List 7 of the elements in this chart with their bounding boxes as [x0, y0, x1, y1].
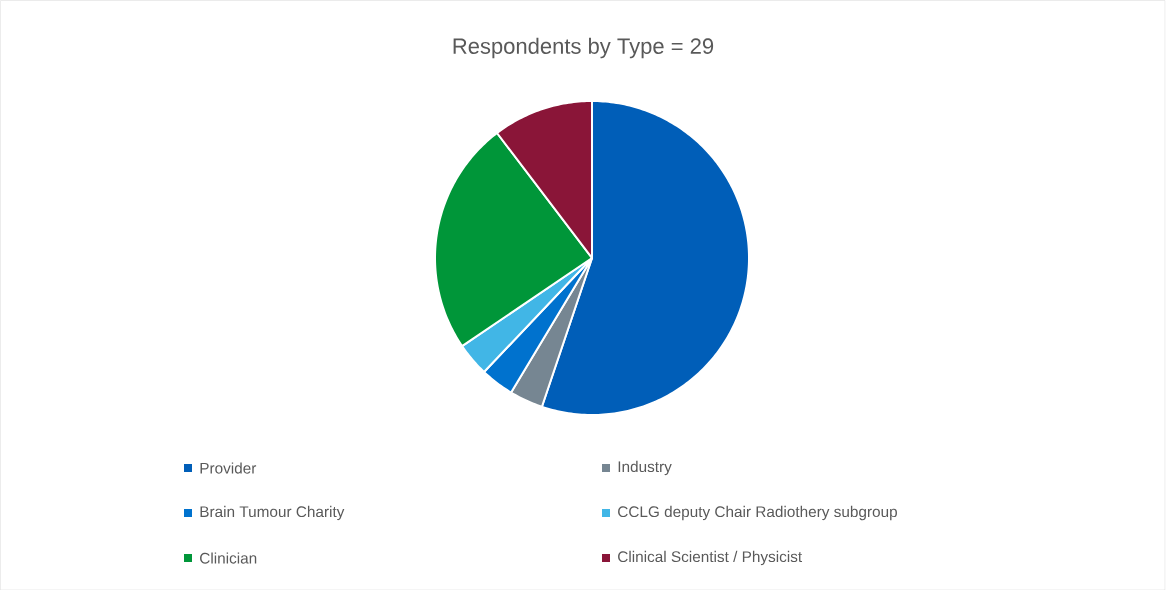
legend-label: Provider [200, 462, 257, 474]
legend-label: Brain Tumour Charity [200, 505, 345, 521]
legend-label: Industry [618, 460, 672, 476]
legend-label: Clinician [200, 552, 257, 564]
chart-title: Respondents by Type = 29 [453, 37, 714, 59]
legend-label: CCLG deputy Chair Radiothery subgroup [618, 505, 897, 521]
legend-label: Clinical Scientist / Physicist [618, 550, 803, 566]
